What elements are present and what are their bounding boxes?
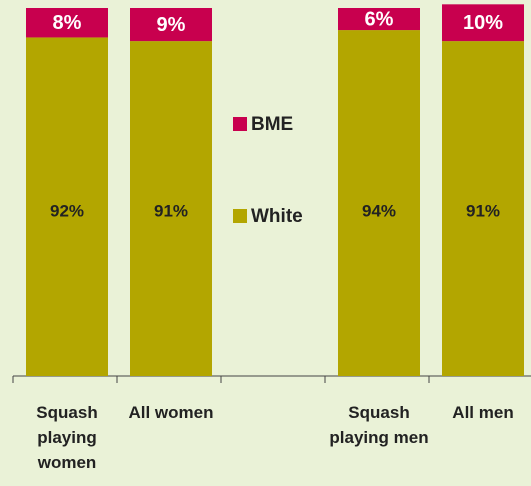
- x-tick-label: All men: [452, 403, 514, 422]
- bar-segment: [130, 8, 212, 42]
- x-tick-label: All women: [128, 403, 214, 422]
- data-label: 91%: [154, 201, 188, 220]
- data-label: 8%: [53, 12, 82, 34]
- data-label: 10%: [463, 12, 503, 34]
- bar-segment: [26, 37, 108, 376]
- legend-swatch: [233, 209, 247, 223]
- bar-segment: [338, 8, 420, 31]
- x-tick-label: Squash playing men: [329, 403, 429, 447]
- data-label: 91%: [466, 201, 500, 220]
- bar-segment: [442, 4, 524, 42]
- legend-label: White: [251, 206, 303, 227]
- bar-segment: [338, 30, 420, 377]
- data-label: 9%: [157, 14, 186, 36]
- data-label: 94%: [362, 201, 396, 220]
- data-label: 92%: [50, 201, 84, 220]
- data-label: 6%: [365, 8, 394, 30]
- bar-segment: [26, 8, 108, 38]
- x-tick-label: Squash playing women: [36, 403, 98, 472]
- bar-segment: [442, 41, 524, 377]
- legend-label: BME: [251, 114, 293, 135]
- legend-swatch: [233, 117, 247, 131]
- bar-segment: [130, 41, 212, 377]
